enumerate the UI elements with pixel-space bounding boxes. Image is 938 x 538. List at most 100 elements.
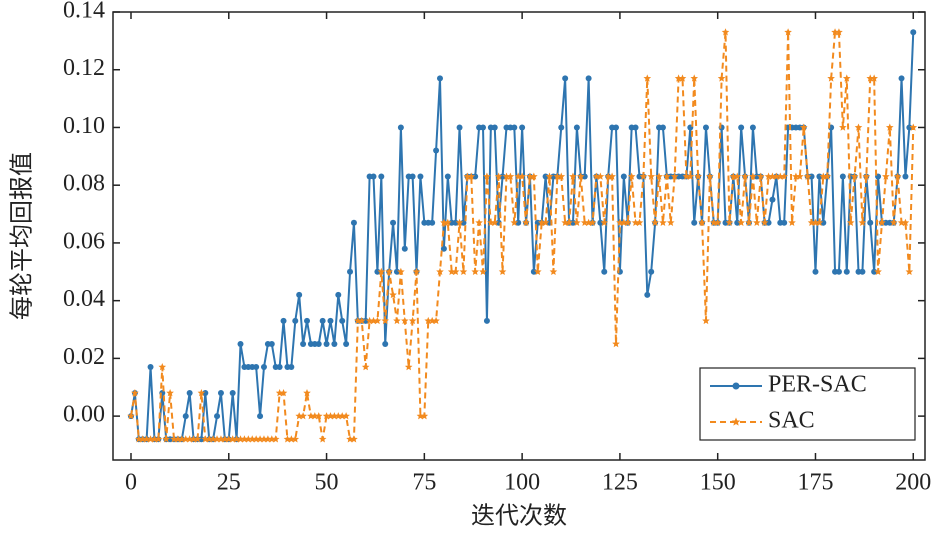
point bbox=[522, 218, 530, 226]
point bbox=[871, 268, 878, 275]
point bbox=[874, 267, 882, 276]
point bbox=[209, 435, 217, 443]
y-tick-label: 0.00 bbox=[63, 402, 105, 428]
point bbox=[205, 435, 214, 443]
point bbox=[530, 268, 537, 275]
point bbox=[217, 435, 225, 443]
point bbox=[565, 218, 573, 226]
point bbox=[174, 435, 182, 443]
point bbox=[910, 29, 917, 36]
point bbox=[307, 412, 315, 420]
point bbox=[717, 74, 726, 82]
point bbox=[189, 435, 198, 443]
point bbox=[365, 316, 374, 325]
point bbox=[862, 172, 871, 180]
point bbox=[472, 173, 479, 180]
x-tick-label: 150 bbox=[700, 470, 736, 496]
point bbox=[334, 412, 343, 420]
point bbox=[867, 219, 874, 226]
point bbox=[765, 219, 772, 226]
point bbox=[322, 412, 331, 420]
point bbox=[592, 172, 601, 180]
point bbox=[201, 435, 210, 443]
point bbox=[562, 75, 569, 82]
point bbox=[612, 339, 620, 348]
point bbox=[597, 219, 604, 226]
point bbox=[276, 364, 283, 371]
point bbox=[691, 219, 698, 226]
point bbox=[451, 267, 460, 276]
point bbox=[682, 172, 691, 180]
point bbox=[185, 435, 194, 443]
point bbox=[318, 435, 327, 443]
y-tick-label: 0.12 bbox=[63, 55, 105, 81]
point bbox=[382, 340, 389, 347]
point bbox=[357, 316, 366, 325]
x-tick-label: 25 bbox=[217, 470, 241, 496]
point bbox=[866, 74, 875, 82]
point bbox=[459, 267, 468, 276]
point bbox=[557, 172, 566, 180]
point bbox=[756, 172, 765, 180]
point bbox=[339, 317, 346, 324]
point bbox=[639, 172, 648, 180]
point bbox=[480, 124, 487, 131]
point bbox=[764, 172, 773, 180]
point bbox=[596, 172, 605, 180]
y-tick-label: 0.10 bbox=[63, 113, 105, 139]
point bbox=[655, 172, 663, 180]
legend-box bbox=[699, 367, 916, 441]
point bbox=[260, 364, 267, 371]
point bbox=[350, 435, 358, 443]
point bbox=[295, 412, 303, 420]
point bbox=[760, 218, 769, 226]
point bbox=[275, 389, 284, 397]
point bbox=[374, 268, 381, 275]
point bbox=[659, 124, 666, 131]
point bbox=[335, 291, 342, 298]
y-tick-label: 0.06 bbox=[63, 228, 105, 254]
point bbox=[397, 267, 405, 276]
x-axis-label: 迭代次数 bbox=[471, 503, 567, 530]
legend-label: SAC bbox=[768, 408, 815, 434]
point bbox=[514, 172, 523, 180]
point bbox=[475, 218, 483, 226]
point bbox=[580, 218, 589, 226]
point bbox=[253, 364, 260, 371]
point bbox=[232, 435, 241, 443]
point bbox=[635, 218, 644, 226]
point bbox=[280, 317, 287, 324]
legend-marker bbox=[732, 382, 740, 390]
point bbox=[436, 267, 444, 276]
point bbox=[362, 317, 369, 324]
point bbox=[690, 74, 699, 82]
point bbox=[643, 74, 652, 82]
point bbox=[670, 172, 679, 180]
point bbox=[417, 173, 424, 180]
point bbox=[193, 435, 202, 443]
point bbox=[221, 435, 229, 443]
point bbox=[490, 218, 499, 226]
legend-marker bbox=[731, 417, 741, 426]
point bbox=[533, 267, 542, 276]
point bbox=[181, 435, 190, 443]
point bbox=[713, 218, 722, 226]
x-tick-label: 100 bbox=[504, 470, 540, 496]
point bbox=[502, 172, 511, 180]
plot-frame bbox=[112, 11, 926, 461]
point bbox=[651, 218, 659, 226]
point bbox=[467, 172, 476, 180]
point bbox=[279, 389, 288, 397]
point bbox=[452, 219, 459, 226]
point bbox=[268, 435, 276, 443]
point bbox=[734, 219, 741, 226]
point bbox=[859, 268, 866, 275]
point bbox=[878, 218, 886, 226]
point bbox=[182, 413, 189, 420]
point bbox=[323, 340, 330, 347]
x-tick-label: 50 bbox=[315, 470, 339, 496]
point bbox=[400, 316, 409, 325]
point bbox=[819, 172, 828, 180]
point bbox=[729, 172, 738, 180]
point bbox=[839, 123, 847, 131]
